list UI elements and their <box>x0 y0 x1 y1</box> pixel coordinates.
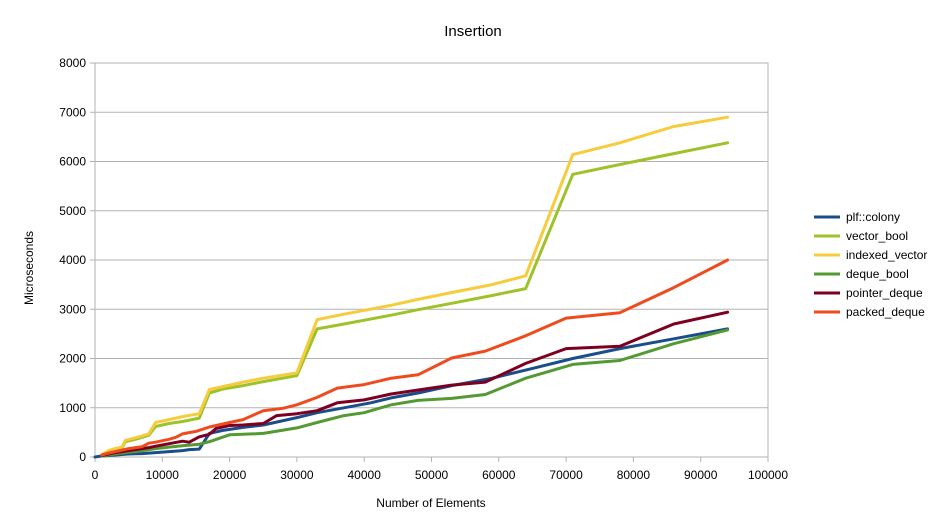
series-lines <box>93 115 730 459</box>
legend-label: vector_bool <box>846 229 908 243</box>
x-tick-label: 90000 <box>684 468 718 482</box>
y-axis-title: Microseconds <box>22 231 36 305</box>
y-tick-label: 7000 <box>59 105 86 119</box>
chart-title: Insertion <box>444 23 502 40</box>
grid-lines <box>95 62 768 458</box>
series-line-0 <box>93 327 730 459</box>
y-tick-label: 0 <box>79 450 86 464</box>
series-line-4 <box>100 310 730 457</box>
y-tick-label: 3000 <box>59 302 86 316</box>
y-tick-label: 2000 <box>59 352 86 366</box>
series-line-3 <box>100 328 730 458</box>
legend-label: plf::colony <box>846 210 900 224</box>
x-tick-label: 70000 <box>549 468 583 482</box>
x-tick-label: 20000 <box>213 468 247 482</box>
x-tick-label: 10000 <box>146 468 180 482</box>
x-tick-label: 60000 <box>482 468 516 482</box>
y-tick-label: 1000 <box>59 401 86 415</box>
y-tick-label: 4000 <box>59 253 86 267</box>
y-axis-ticks: 0 1000 2000 3000 4000 5000 6000 7000 8000 <box>59 56 95 464</box>
x-axis-title: Number of Elements <box>376 496 485 510</box>
x-tick-label: 100000 <box>748 468 788 482</box>
y-tick-label: 5000 <box>59 204 86 218</box>
legend-label: pointer_deque <box>846 286 923 300</box>
x-tick-label: 80000 <box>617 468 651 482</box>
y-tick-label: 6000 <box>59 155 86 169</box>
x-tick-label: 50000 <box>415 468 449 482</box>
y-tick-label: 8000 <box>59 56 86 70</box>
x-axis-ticks: 0 10000 20000 30000 40000 50000 60000 70000 8000… <box>92 457 788 482</box>
legend: plf::colonyvector_boolindexed_vectordequ… <box>814 210 927 319</box>
legend-label: indexed_vector <box>846 248 927 262</box>
series-line-2 <box>100 115 730 457</box>
x-tick-label: 0 <box>92 468 99 482</box>
legend-label: packed_deque <box>846 305 925 319</box>
x-tick-label: 40000 <box>348 468 382 482</box>
series-line-5 <box>100 258 730 457</box>
legend-label: deque_bool <box>846 267 909 281</box>
x-tick-label: 30000 <box>280 468 314 482</box>
